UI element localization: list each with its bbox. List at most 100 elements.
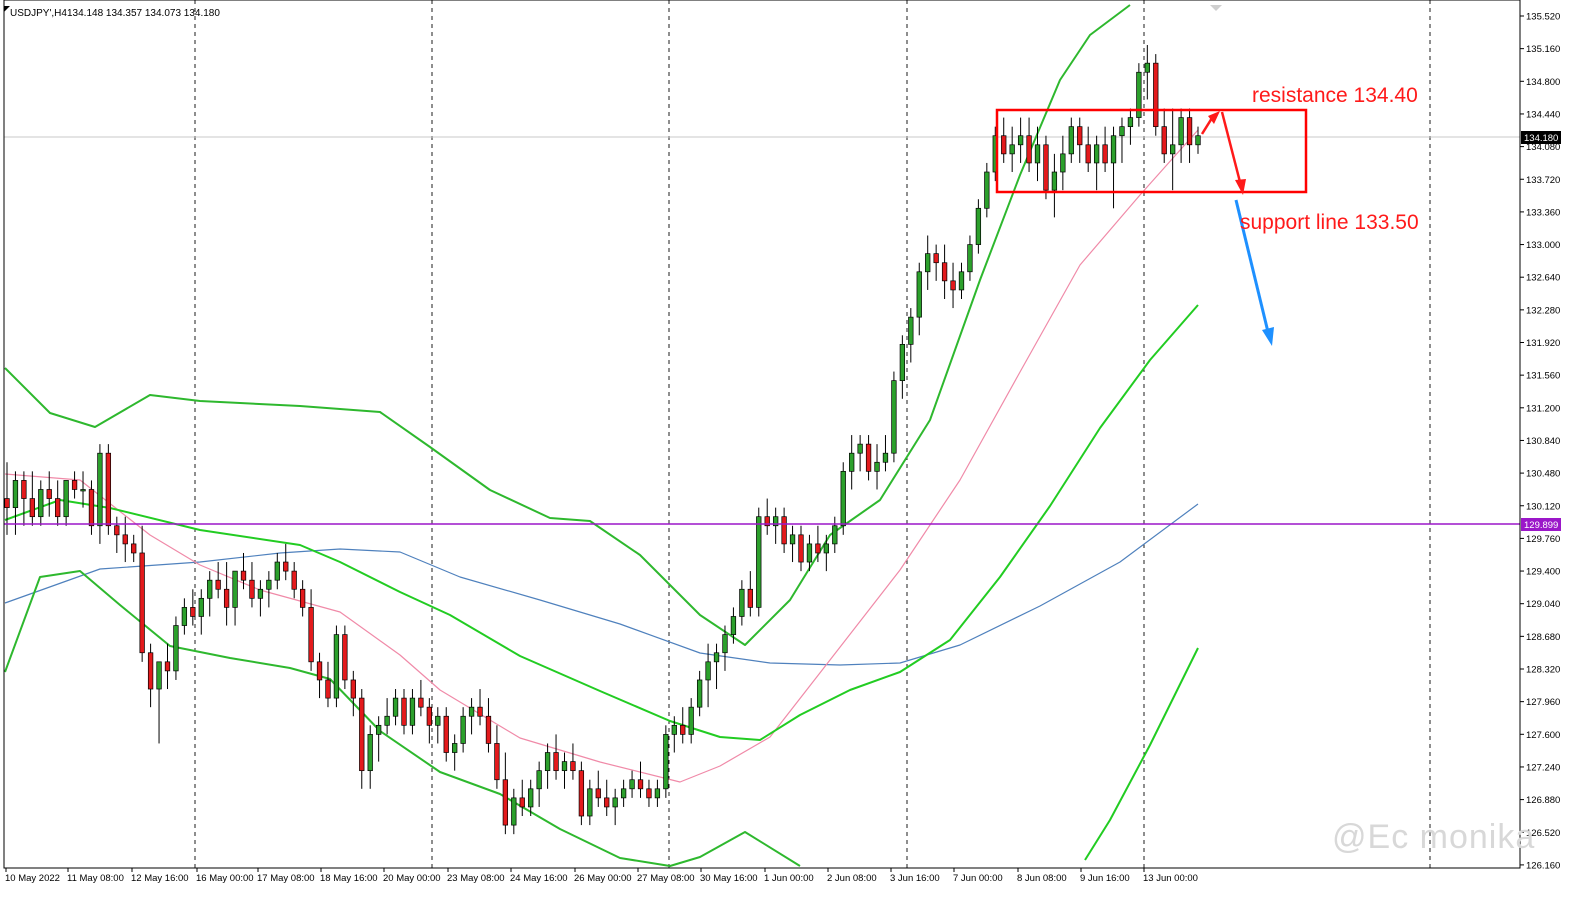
candle[interactable] <box>283 543 289 581</box>
candle[interactable] <box>21 471 27 526</box>
candle[interactable] <box>29 471 35 526</box>
candle[interactable] <box>131 534 137 563</box>
candle[interactable] <box>865 435 872 481</box>
candle[interactable] <box>671 716 677 753</box>
candle[interactable] <box>299 580 306 617</box>
candle[interactable] <box>215 562 221 599</box>
candle[interactable] <box>4 462 10 535</box>
candle[interactable] <box>832 516 838 553</box>
candle[interactable] <box>502 752 509 835</box>
candle[interactable] <box>1153 54 1159 136</box>
candle[interactable] <box>460 707 466 753</box>
candle[interactable] <box>63 480 69 526</box>
candle[interactable] <box>359 689 365 789</box>
candle[interactable] <box>156 661 162 744</box>
candle[interactable] <box>612 788 618 826</box>
candle[interactable] <box>443 707 449 762</box>
candle[interactable] <box>1001 117 1007 163</box>
candle[interactable] <box>1034 126 1041 182</box>
candle[interactable] <box>587 779 593 826</box>
candle[interactable] <box>595 770 601 807</box>
candle[interactable] <box>511 788 517 835</box>
candle[interactable] <box>722 625 728 671</box>
candle[interactable] <box>713 643 720 690</box>
candle[interactable] <box>114 516 120 553</box>
candle[interactable] <box>452 734 458 771</box>
candle[interactable] <box>1136 63 1142 127</box>
candle[interactable] <box>1093 135 1100 191</box>
candle[interactable] <box>925 235 931 290</box>
candle[interactable] <box>941 244 948 299</box>
candle[interactable] <box>781 507 787 553</box>
candle[interactable] <box>342 625 348 690</box>
candle[interactable] <box>55 480 61 526</box>
candle[interactable] <box>1017 117 1024 163</box>
candle[interactable] <box>384 698 390 735</box>
shift-marker-icon[interactable] <box>1210 5 1222 11</box>
candle[interactable] <box>544 743 551 789</box>
candle[interactable] <box>173 616 179 680</box>
candle[interactable] <box>891 371 897 463</box>
candle[interactable] <box>764 498 770 535</box>
candle[interactable] <box>1195 126 1201 154</box>
candle[interactable] <box>908 308 914 363</box>
candle[interactable] <box>274 552 280 590</box>
candle[interactable] <box>688 698 694 744</box>
candle[interactable] <box>882 435 889 472</box>
candle[interactable] <box>38 480 44 526</box>
candle[interactable] <box>561 752 568 789</box>
candle[interactable] <box>916 262 922 336</box>
candle[interactable] <box>739 580 745 626</box>
candle[interactable] <box>806 534 813 572</box>
candle[interactable] <box>485 698 492 753</box>
candle[interactable] <box>494 725 500 789</box>
candle[interactable] <box>308 589 314 671</box>
candle[interactable] <box>975 199 982 254</box>
candle[interactable] <box>730 607 737 644</box>
candle[interactable] <box>350 670 356 717</box>
candle[interactable] <box>333 625 340 708</box>
candle[interactable] <box>147 643 154 708</box>
candle[interactable] <box>325 661 331 708</box>
candle[interactable] <box>629 770 635 798</box>
candle[interactable] <box>223 562 230 626</box>
candle[interactable] <box>80 471 86 508</box>
candle[interactable] <box>164 643 171 690</box>
candle[interactable] <box>798 525 804 572</box>
candle[interactable] <box>747 571 753 617</box>
candle[interactable] <box>88 480 95 535</box>
candle[interactable] <box>646 779 652 807</box>
candle[interactable] <box>232 570 238 626</box>
candle[interactable] <box>1144 45 1150 100</box>
candle[interactable] <box>823 534 829 572</box>
candle[interactable] <box>392 689 399 726</box>
candle[interactable] <box>984 162 990 218</box>
candle[interactable] <box>578 761 585 826</box>
candle[interactable] <box>1043 135 1049 200</box>
candle[interactable] <box>266 571 272 608</box>
candle[interactable] <box>367 725 373 789</box>
range-box[interactable] <box>995 108 1308 194</box>
candle[interactable] <box>1127 108 1134 145</box>
candle[interactable] <box>967 235 973 281</box>
candle[interactable] <box>1178 108 1184 163</box>
candle[interactable] <box>958 262 965 299</box>
candle[interactable] <box>291 562 297 599</box>
candle[interactable] <box>756 507 762 617</box>
candle[interactable] <box>849 435 855 490</box>
candle[interactable] <box>435 707 441 744</box>
candle[interactable] <box>663 725 669 798</box>
candle[interactable] <box>933 244 939 281</box>
candle[interactable] <box>654 779 661 807</box>
candle[interactable] <box>207 571 213 617</box>
candle[interactable] <box>789 525 796 563</box>
candle[interactable] <box>1170 108 1176 191</box>
candle[interactable] <box>139 525 145 662</box>
candle[interactable] <box>705 643 711 708</box>
candle[interactable] <box>1186 108 1193 163</box>
candle[interactable] <box>240 552 247 590</box>
candle[interactable] <box>198 589 204 635</box>
candle[interactable] <box>257 580 264 617</box>
candle[interactable] <box>620 779 627 807</box>
